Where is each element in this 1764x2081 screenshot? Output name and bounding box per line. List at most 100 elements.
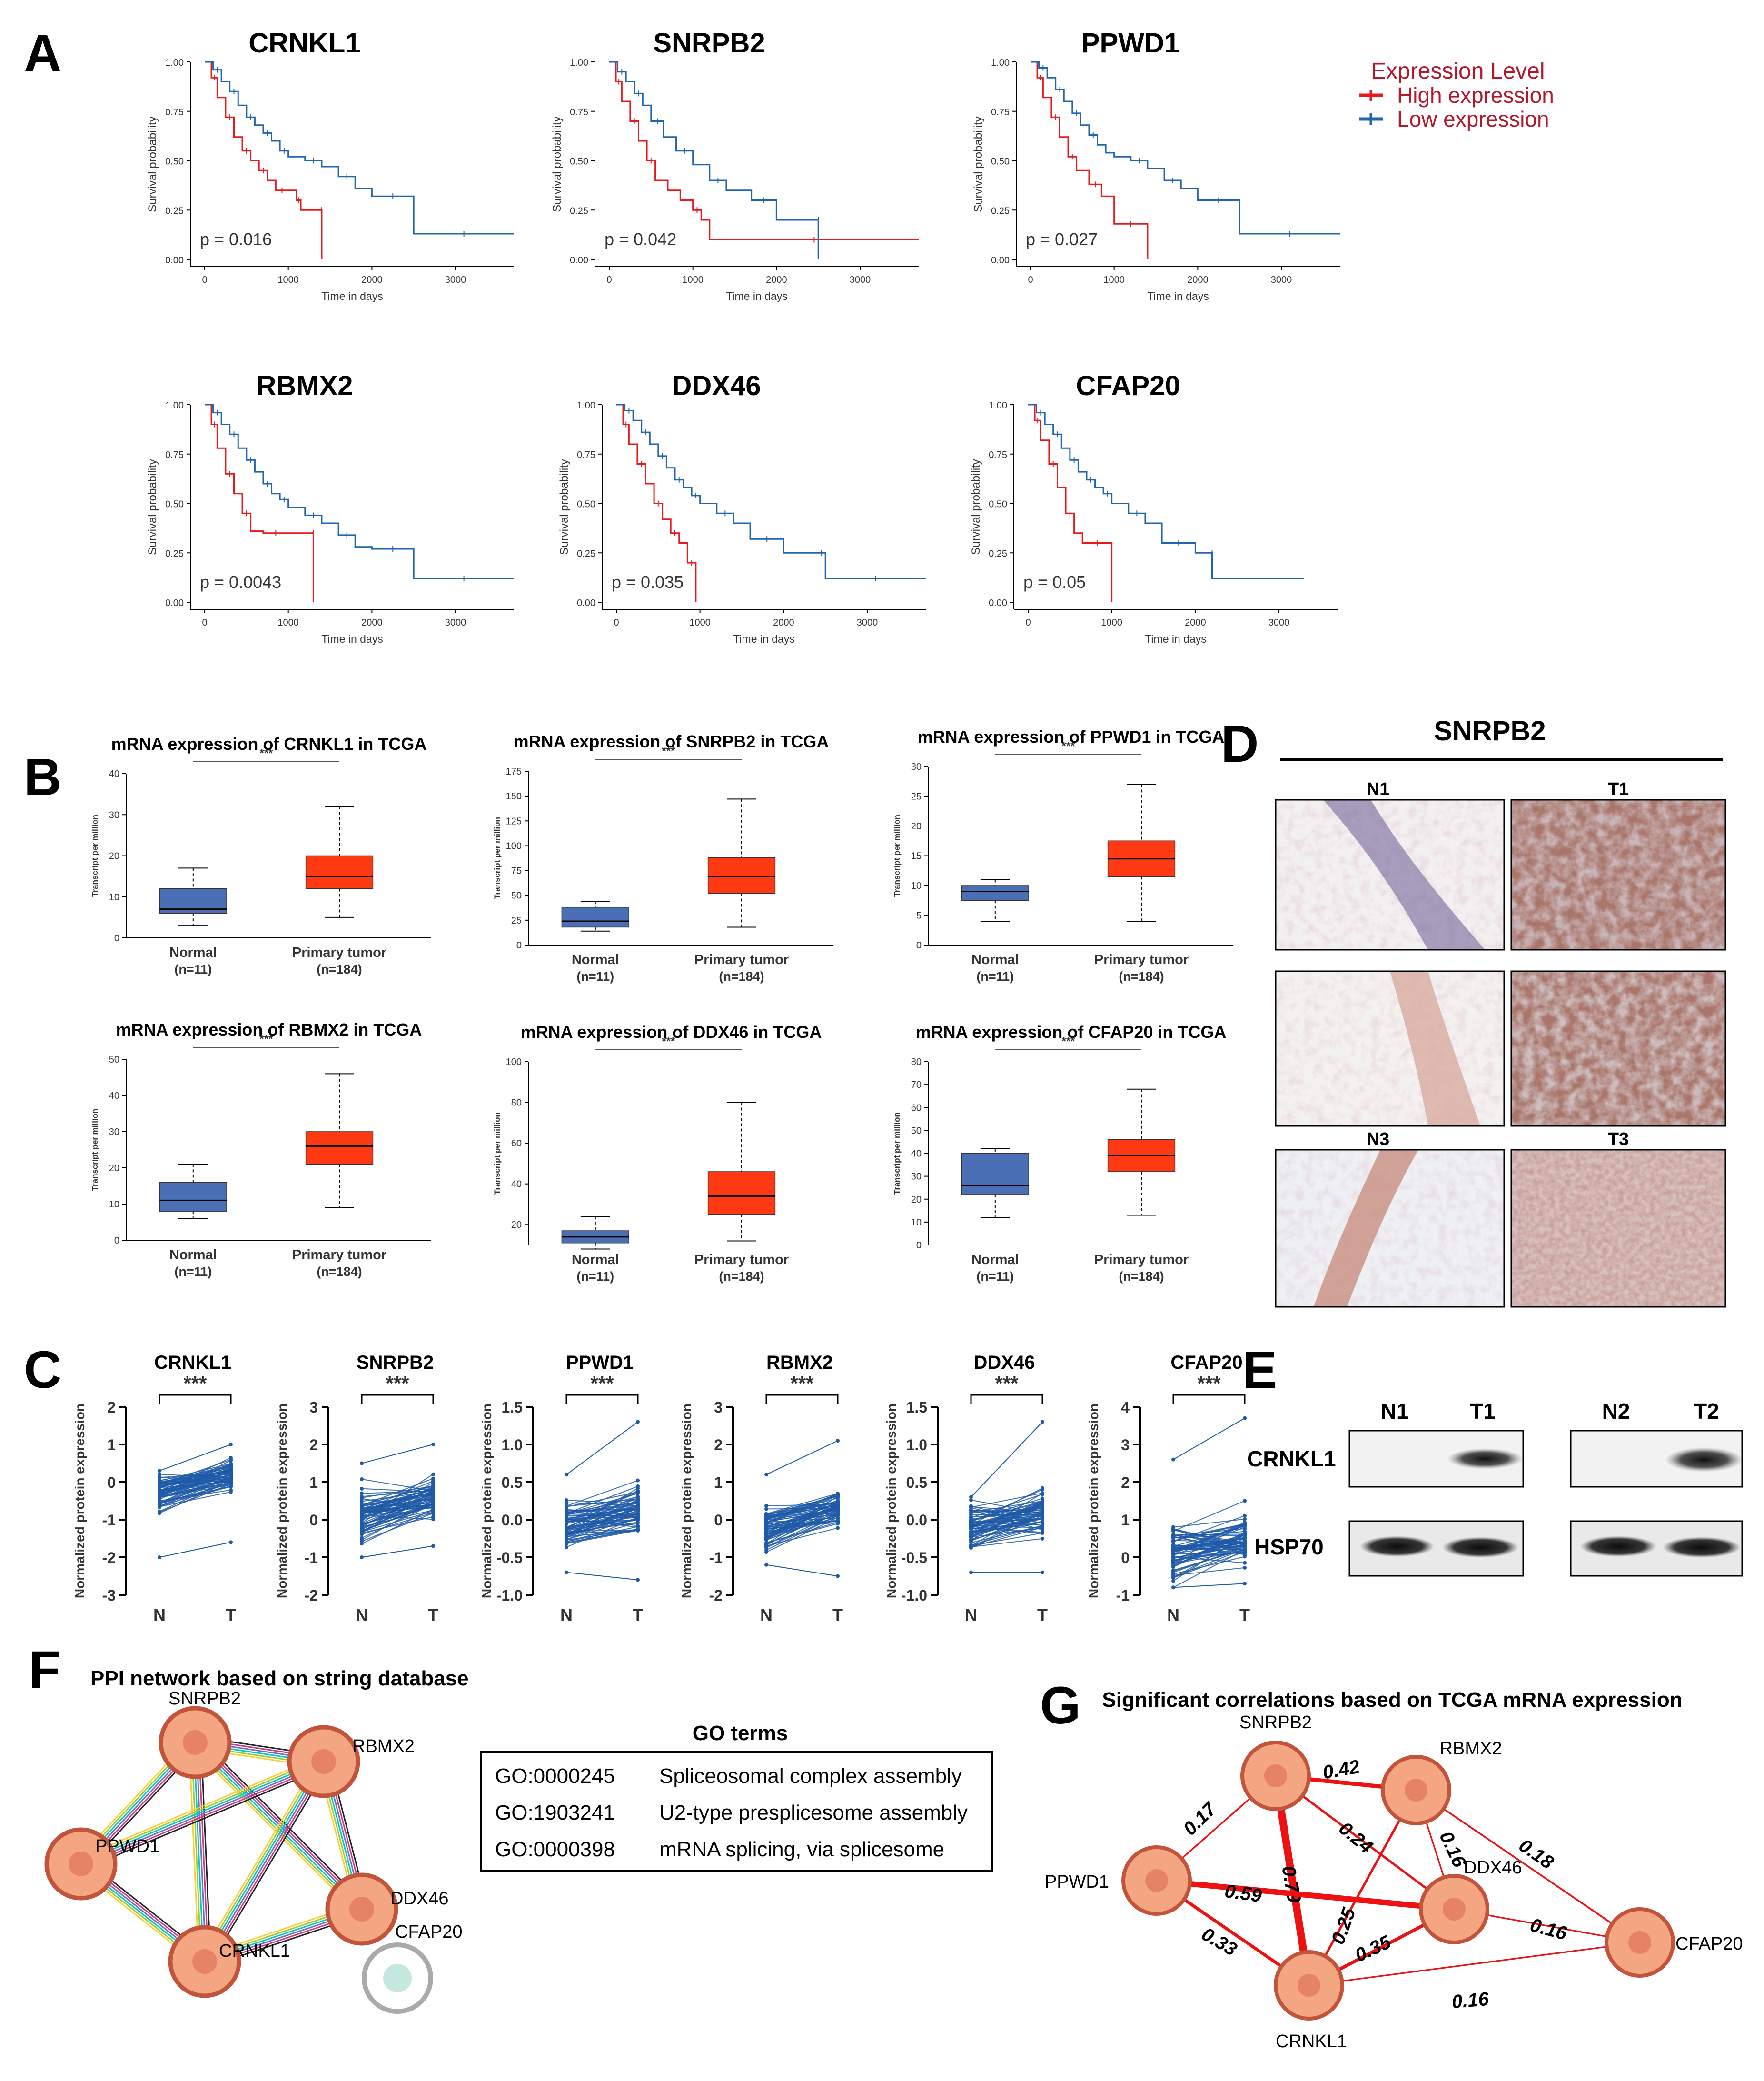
box-group-label: Normal — [169, 1247, 217, 1263]
paired-point-n — [565, 1498, 568, 1502]
paired-point-n — [360, 1509, 364, 1513]
paired-point-t — [1243, 1561, 1247, 1565]
paired-line — [159, 1474, 231, 1498]
paired-line — [766, 1527, 838, 1547]
corr-edge-line — [1415, 1789, 1641, 1943]
paired-point-t — [636, 1496, 640, 1500]
paired-point-t — [431, 1490, 435, 1494]
paired-point-n — [360, 1486, 364, 1491]
paired-line — [566, 1530, 638, 1544]
paired-line — [159, 1542, 231, 1558]
km-y-label: Survival probability — [146, 116, 159, 212]
paired-point-n — [158, 1511, 161, 1515]
paired-y-tick-label: 4 — [1121, 1399, 1130, 1416]
paired-point-t — [229, 1479, 233, 1483]
paired-point-t — [1243, 1517, 1247, 1521]
corr-edge-line — [1275, 1775, 1455, 1910]
boxplot-y-label: Transcript per million — [90, 815, 99, 897]
boxplot-y-tick-label: 40 — [911, 1149, 922, 1159]
boxplot-y-tick-label: 80 — [511, 1098, 522, 1108]
paired-line — [566, 1480, 638, 1507]
box-group-label: Primary tumor — [1094, 1252, 1189, 1267]
paired-line — [361, 1503, 434, 1529]
go-title: GO terms — [693, 1722, 788, 1745]
box-primary-tumor: Primary tumor (n=184) — [694, 1102, 789, 1284]
boxplot-y-tick-label: 125 — [506, 816, 522, 826]
km-curve-high — [1031, 61, 1149, 259]
panel-a-survival-curves: CRNKL1 0.00 0.25 0.50 0.75 1.00 0 1000 2000 3000 T… — [146, 28, 1340, 645]
boxplot-title: mRNA expression of CFAP20 in TCGA — [916, 1022, 1227, 1042]
km-p-value: p = 0.027 — [1026, 229, 1098, 249]
paired-line — [159, 1480, 231, 1494]
km-x-tick-label: 2000 — [1187, 275, 1209, 285]
panel-label-g: G — [1040, 1676, 1081, 1735]
paired-line — [361, 1444, 434, 1464]
boxplot-y-tick-label: 25 — [511, 916, 522, 926]
paired-point-t — [431, 1544, 435, 1548]
paired-line — [159, 1489, 231, 1502]
boxplot-y-tick-label: 20 — [109, 851, 119, 862]
km-y-tick-label: 0.50 — [570, 157, 588, 167]
ppi-edge-strand — [193, 1742, 205, 1962]
km-x-label: Time in days — [733, 633, 795, 645]
paired-point-n — [1171, 1569, 1175, 1573]
paired-point-n — [969, 1545, 973, 1549]
paired-point-t — [836, 1509, 840, 1513]
box-primary-tumor: Primary tumor (n=184) — [292, 1073, 386, 1279]
boxplot-y-tick-label: 0 — [916, 940, 922, 951]
boxplot-y-tick-label: 30 — [911, 1172, 922, 1182]
go-table-box — [480, 1751, 993, 1872]
paired-point-n — [565, 1525, 568, 1530]
paired-line — [361, 1485, 434, 1506]
paired-y-tick-label: 3 — [714, 1399, 723, 1416]
box-normal: Normal (n=11) — [159, 867, 227, 976]
panel-d-ihc: SNRPB2 N1 T1 N2 T2 N3 T3 — [1275, 716, 1726, 1308]
paired-line — [566, 1499, 638, 1504]
paired-point-t — [431, 1481, 435, 1485]
corr-edge-line — [1308, 1789, 1417, 1986]
boxplot-ppwd1: mRNA expression of PPWD1 in TCGA 0 5 10 15 20… — [892, 727, 1233, 984]
paired-line — [566, 1492, 638, 1523]
paired-lines — [360, 1443, 435, 1559]
paired-line — [1173, 1534, 1245, 1582]
paired-point-t — [229, 1540, 233, 1544]
paired-point-n — [158, 1469, 161, 1473]
km-y-tick-label: 0.75 — [570, 107, 588, 118]
paired-line — [766, 1511, 838, 1535]
km-y-tick-label: 0.00 — [570, 255, 588, 266]
boxplot-y-tick-label: 30 — [109, 810, 119, 820]
wb-band-crnkl1-t2 — [1665, 1447, 1743, 1472]
paired-point-t — [836, 1518, 840, 1522]
ppi-edge-strand — [209, 1764, 330, 1965]
paired-point-n — [360, 1555, 364, 1559]
boxplot-y-label: Transcript per million — [892, 815, 902, 897]
paired-x-label-n: N — [965, 1605, 977, 1625]
km-title-rbmx2: RBMX2 — [256, 370, 353, 401]
paired-point-t — [636, 1502, 640, 1506]
ihc-image-n1 — [1275, 799, 1505, 951]
paired-line — [1173, 1534, 1245, 1538]
paired-point-n — [969, 1535, 973, 1539]
corr-edge-weight: 0.16 — [1451, 1989, 1490, 2013]
km-title-snrpb2: SNRPB2 — [653, 28, 765, 59]
box-group-n: (n=11) — [976, 969, 1014, 984]
paired-line — [566, 1517, 638, 1541]
paired-point-n — [158, 1495, 161, 1500]
paired-point-t — [1041, 1519, 1044, 1523]
paired-line — [566, 1496, 638, 1528]
ppi-edge-strand — [191, 1742, 202, 1962]
paired-point-n — [969, 1522, 973, 1526]
paired-point-n — [1171, 1576, 1175, 1580]
paired-y-tick-label: 0 — [1121, 1549, 1130, 1566]
paired-line — [566, 1508, 638, 1535]
paired-point-t — [431, 1476, 435, 1481]
paired-line — [361, 1516, 434, 1533]
km-curve-low — [205, 404, 514, 579]
km-curve-low — [1031, 61, 1340, 235]
paired-line — [766, 1494, 838, 1518]
paired-point-n — [969, 1511, 973, 1515]
box-iqr — [305, 1131, 374, 1165]
paired-title-rbmx2: RBMX2 — [766, 1352, 833, 1373]
paired-point-n — [565, 1501, 568, 1505]
boxplot-y-tick-label: 60 — [911, 1103, 922, 1113]
